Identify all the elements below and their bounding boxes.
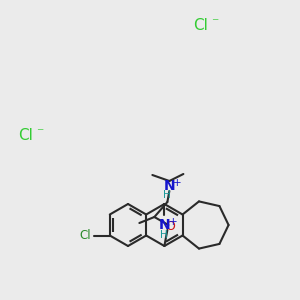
Text: O: O (165, 220, 175, 232)
Text: Cl: Cl (79, 229, 91, 242)
Text: N: N (159, 218, 170, 232)
Text: N: N (164, 179, 175, 193)
Text: ⁻: ⁻ (211, 16, 218, 30)
Text: +: + (169, 217, 178, 227)
Text: H: H (160, 230, 168, 240)
Text: Cl: Cl (18, 128, 33, 143)
Text: ⁻: ⁻ (36, 126, 44, 140)
Text: +: + (173, 178, 182, 188)
Text: Cl: Cl (193, 18, 208, 33)
Text: H: H (164, 190, 171, 200)
